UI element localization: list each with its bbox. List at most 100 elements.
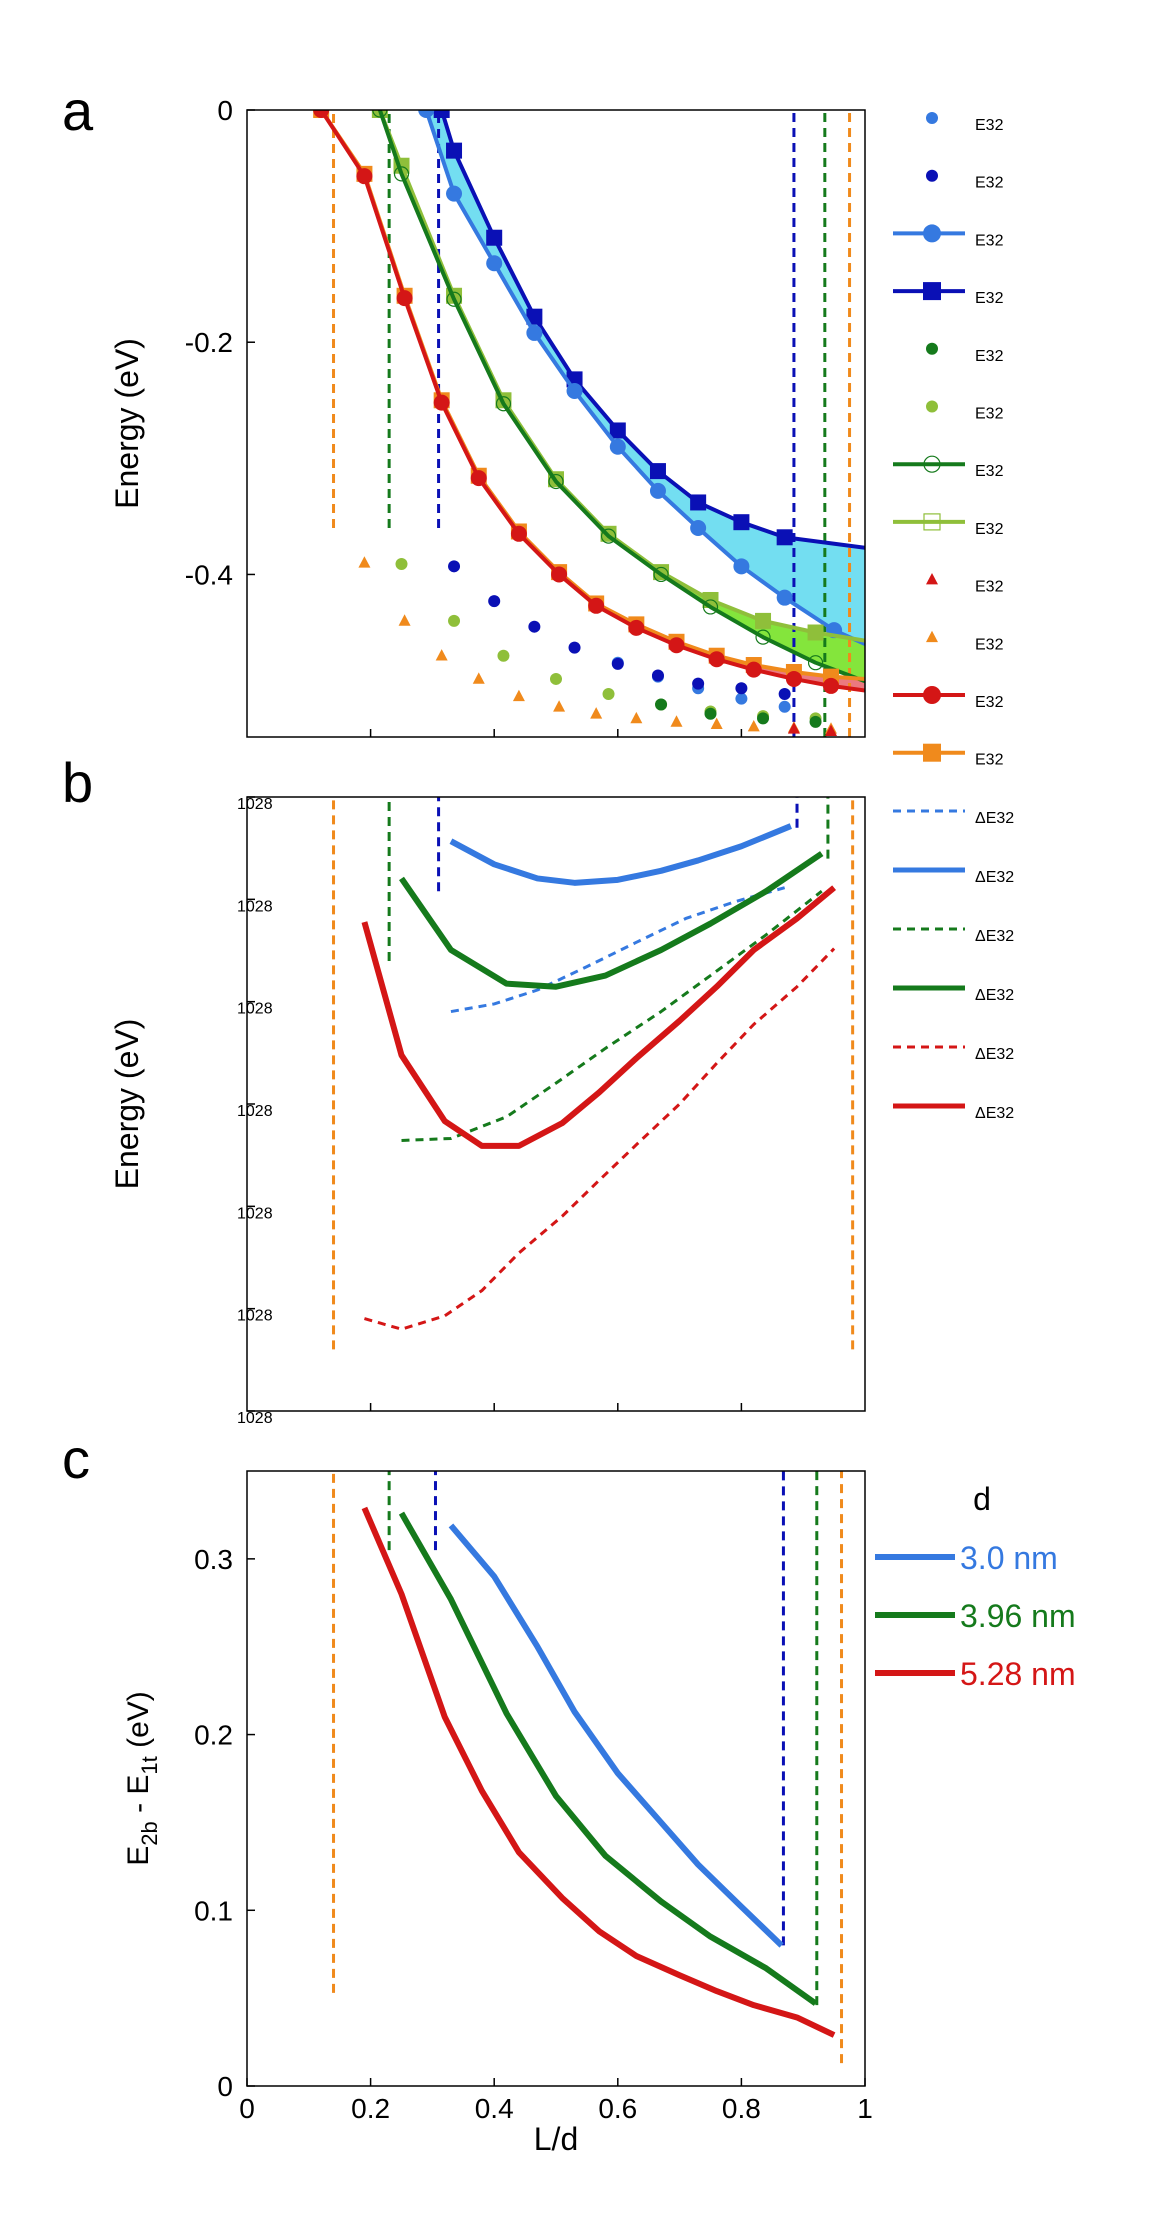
panel-a-point bbox=[553, 700, 566, 712]
panel-a-point bbox=[448, 614, 461, 627]
panel-c-label: c bbox=[62, 1427, 90, 1490]
chart_data.0.legend.8.label: E32 bbox=[975, 579, 1004, 596]
panel-c-legend-entry: 3.96 nm bbox=[960, 1598, 1076, 1634]
chart_data.0.legend.6.label: E32 bbox=[975, 463, 1004, 480]
panel-a-point bbox=[757, 712, 770, 725]
panel-c-ylabel-part: (eV) bbox=[122, 1691, 155, 1756]
panel-a-point bbox=[809, 715, 822, 728]
chart_data.0.legend.9.label: E32 bbox=[975, 636, 1004, 653]
panel-a-point bbox=[733, 558, 750, 575]
chart_data.1.ytick_labels.5.base-sub: 28 bbox=[255, 1308, 273, 1325]
chart_data.1.legend.2.label-main: ΔE bbox=[975, 928, 996, 945]
panel-a-label: a bbox=[62, 79, 94, 142]
panel-c-ylabel-part: - E bbox=[122, 1775, 155, 1822]
panel-a-point bbox=[398, 614, 411, 626]
chart_data.1.legend.0.label: ΔE32 bbox=[975, 810, 1014, 827]
chart_data.1.legend.4.label-main: ΔE bbox=[975, 1046, 996, 1063]
panel-a-legend-marker bbox=[923, 686, 941, 704]
panel-c-ytick-label: 0.2 bbox=[194, 1720, 233, 1751]
chart_data.1.legend.5.label: ΔE32 bbox=[975, 1105, 1014, 1122]
panel-a-point bbox=[630, 711, 643, 724]
panel-a-series-line-1 bbox=[424, 110, 865, 646]
chart_data.1.ytick_labels.3.base: 1028 bbox=[237, 1103, 273, 1120]
panel-c-xtick-label: 1 bbox=[857, 2093, 873, 2124]
panel-a-point bbox=[755, 629, 771, 645]
panel-a-point bbox=[745, 661, 762, 678]
chart_data.1.ytick_labels.1.base: 1028 bbox=[237, 898, 273, 915]
panel-a-legend-marker bbox=[926, 573, 938, 585]
chart_data.1.legend.0.label-sub: 32 bbox=[996, 810, 1014, 827]
panel-a-point bbox=[649, 482, 666, 499]
panel-a-point bbox=[755, 612, 772, 629]
panel-a-point bbox=[446, 185, 463, 202]
chart_data.1.ytick_labels.2.base: 1028 bbox=[237, 1001, 273, 1018]
chart_data.0.legend.2.label-sub: 32 bbox=[986, 232, 1004, 249]
chart_data.1.ytick_labels.6.base-main: 10 bbox=[237, 1410, 255, 1427]
chart_data.0.legend.2.label: E32 bbox=[975, 232, 1004, 249]
panel-a-point bbox=[825, 724, 838, 736]
panel-a-point bbox=[704, 707, 717, 720]
chart_data.1.ytick_labels.5.base-main: 10 bbox=[237, 1308, 255, 1325]
chart_data.1.legend.5.label-main: ΔE bbox=[975, 1105, 996, 1122]
chart_data.1.ytick_labels.1.base-sub: 28 bbox=[255, 898, 273, 915]
panel-b-series-line-1 bbox=[449, 823, 792, 886]
chart_data.0.legend.6.label-main: E bbox=[975, 463, 986, 480]
panel-a-legend-marker bbox=[923, 224, 941, 243]
panel-a-point bbox=[708, 651, 725, 668]
panel-a-point bbox=[611, 657, 624, 670]
panel-a-point bbox=[356, 168, 373, 185]
panel-a-point bbox=[395, 557, 408, 570]
chart_data.0.legend.5.label-main: E bbox=[975, 406, 986, 423]
chart_data.0.legend.1.label: E32 bbox=[975, 175, 1004, 192]
panel-a-point bbox=[600, 528, 617, 544]
panel-a-point bbox=[470, 470, 487, 487]
panel-a-point bbox=[396, 290, 413, 307]
panel-a-point bbox=[651, 669, 664, 682]
panel-c-xtick-label: 0.8 bbox=[722, 2093, 761, 2124]
panel-c-legend-title: d bbox=[973, 1481, 991, 1517]
chart_data.0.legend.11.label: E32 bbox=[975, 752, 1004, 769]
panel-c-xtick-label: 0.2 bbox=[351, 2093, 390, 2124]
panel-a-point bbox=[747, 719, 760, 732]
chart_data.0.legend.10.label-main: E bbox=[975, 694, 986, 711]
chart_data.0.legend.9.label-sub: 32 bbox=[986, 636, 1004, 653]
panel-a-point bbox=[393, 166, 410, 182]
panel-a-point bbox=[807, 655, 824, 671]
chart_data.1.legend.1.label: ΔE32 bbox=[975, 869, 1014, 886]
chart_data.0.legend.11.label-main: E bbox=[975, 752, 986, 769]
panel-c-ylabel-part: 2b bbox=[137, 1821, 162, 1845]
chart_data.0.legend.4.label-sub: 32 bbox=[986, 348, 1004, 365]
panel-a-point bbox=[588, 597, 605, 614]
panel-a-legend-marker bbox=[923, 513, 941, 531]
panel-a-point bbox=[568, 641, 581, 654]
panel-a-point bbox=[733, 514, 750, 531]
chart_data.1.ytick_labels.0.base-main: 10 bbox=[237, 796, 255, 813]
panel-a-point bbox=[551, 566, 568, 583]
chart_data.1.legend.4.label: ΔE32 bbox=[975, 1046, 1014, 1063]
chart_data.0.legend.1.label-sub: 32 bbox=[986, 175, 1004, 192]
chart_data.1.ytick_labels.4.base-main: 10 bbox=[237, 1205, 255, 1222]
panel-a-point bbox=[702, 599, 719, 615]
chart_data.1.ytick_labels.0.base-sub: 28 bbox=[255, 796, 273, 813]
panel-a-point bbox=[566, 382, 583, 399]
panel-b-series-line-2 bbox=[401, 890, 823, 1142]
panel-a-point bbox=[435, 649, 448, 661]
panel-a-frame bbox=[246, 109, 866, 738]
chart_data.0.legend.0.label: E32 bbox=[975, 117, 1004, 134]
panel-a-point bbox=[776, 589, 793, 606]
panel-c-ylabel-part: 1t bbox=[137, 1756, 162, 1774]
chart_data.0.legend.7.label-sub: 32 bbox=[986, 521, 1004, 538]
chart_data.1.ytick_labels.2.base-sub: 28 bbox=[255, 1001, 273, 1018]
chart_data.1.ytick_labels.4.base: 1028 bbox=[237, 1205, 273, 1222]
panel-b-series-line-5 bbox=[361, 885, 837, 1149]
chart_data.1.legend.2.label-sub: 32 bbox=[996, 928, 1014, 945]
chart_data.0.legend.4.label-main: E bbox=[975, 348, 986, 365]
panel-b-label: b bbox=[62, 751, 93, 814]
panel-a-point bbox=[495, 396, 512, 412]
panel-c-series-line-0 bbox=[448, 1523, 784, 1948]
panel-a-ytick-label: -0.2 bbox=[185, 327, 233, 358]
chart_data.0.legend.6.label-sub: 32 bbox=[986, 463, 1004, 480]
chart_data.1.legend.1.label-sub: 32 bbox=[996, 869, 1014, 886]
panel-a-point bbox=[313, 110, 330, 118]
